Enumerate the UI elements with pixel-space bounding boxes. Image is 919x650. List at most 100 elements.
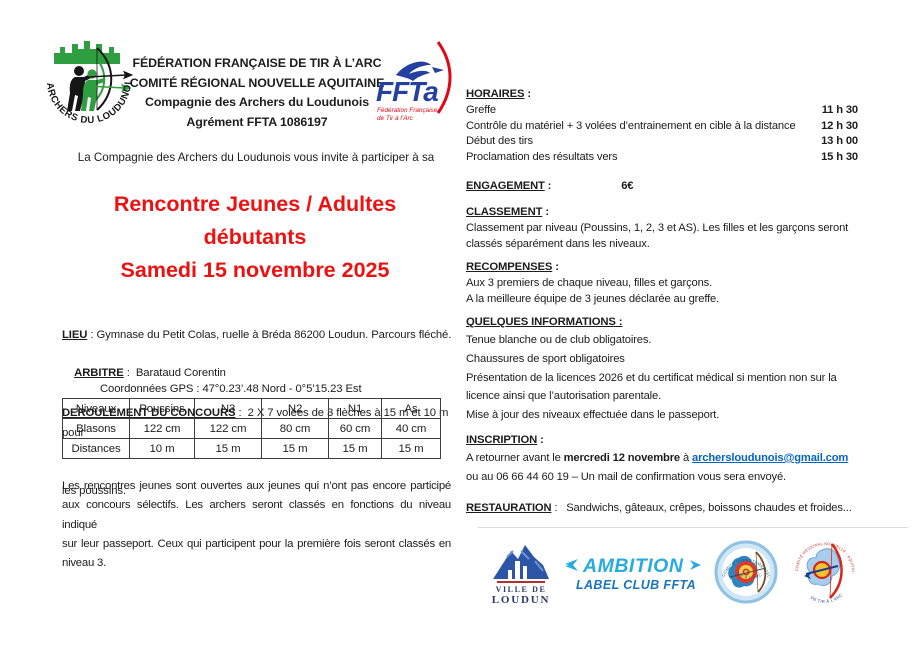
levels-table: Niveaux Poussins N3 N2 N1 As Blasons 122… (62, 398, 441, 459)
arrow-icon (87, 70, 134, 80)
cr-nouvelle-aquitaine-logo: COMITÉ RÉGIONAL NOUVELLE - AQUITAINE DE … (790, 528, 858, 617)
schedule-row: Contrôle du matériel + 3 volées d’entrai… (466, 119, 858, 135)
ambition-text: AMBITION (582, 555, 684, 577)
ville-de-loudun-logo-icon: VILLE DE LOUDUN (492, 545, 550, 606)
org-line: Compagnie des Archers du Loudunois (144, 95, 369, 109)
ffta-acronym: FFTa (376, 76, 438, 107)
table-cell: 15 m (381, 438, 441, 459)
club-logo: ARCHERS DU LOUDUNOIS (39, 23, 136, 138)
recompenses-label: RECOMPENSES (466, 261, 553, 273)
schedule-row: Début des tirs 13 h 00 (466, 134, 858, 150)
paragraph-line: aux concours sélectifs. Les archers sero… (62, 499, 451, 531)
infos-section: QUELQUES INFORMATIONS : Tenue blanche ou… (466, 316, 858, 425)
info-line: Mise à jour des niveaux effectuée dans l… (466, 409, 720, 422)
info-line: Présentation de la licences 2026 et du c… (466, 371, 837, 384)
table-row-niveaux: Niveaux Poussins N3 N2 N1 As (62, 398, 441, 419)
restauration-text: : Sandwichs, gâteaux, crêpes, boissons c… (551, 502, 852, 514)
table-cell: Distances (62, 438, 130, 459)
event-title-line3: Samedi 15 novembre 2025 (120, 258, 390, 282)
inscription-line2: ou au 06 66 44 60 19 – Un mail de confir… (466, 471, 787, 483)
table-cell: 122 cm (129, 418, 195, 439)
horaires-label: HORAIRES (466, 88, 525, 100)
ffta-caption-2: de Tir à l’Arc (377, 115, 414, 122)
colon: : (524, 88, 532, 100)
paragraph-line: sur leur passeport. Ceux qui participent… (62, 537, 451, 550)
restauration-label: RESTAURATION (466, 502, 552, 514)
svg-text:TIR À L’ARC: TIR À L’ARC (736, 570, 763, 580)
schedule-row: Proclamation des résultats vers 15 h 30 (466, 150, 858, 166)
black-archer-silhouette (67, 66, 91, 111)
paragraph-line: Les rencontres jeunes sont ouvertes aux … (62, 480, 451, 492)
divider-line (478, 527, 908, 528)
table-cell: Blasons (62, 418, 130, 439)
horaires-heading: HORAIRES : (466, 88, 858, 100)
bow-string (755, 551, 759, 593)
svg-text:DE TIR À L’ARC: DE TIR À L’ARC (810, 592, 844, 604)
rules-paragraph: Les rencontres jeunes sont ouvertes aux … (62, 477, 451, 573)
ambition-label-club-ffta-icon: AMBITION LABEL CLUB FFTA (565, 555, 701, 592)
inscription-mid-text: à (680, 452, 693, 464)
org-header: FÉDÉRATION FRANÇAISE DE TIR À L’ARC COMI… (126, 54, 388, 132)
gps-line: Coordonnées GPS : 47°0.23’.48 Nord - 0°5… (100, 383, 362, 395)
table-cell: Poussins (129, 398, 195, 419)
table-cell: Niveaux (62, 398, 130, 419)
info-line: Tenue blanche ou de club obligatoires. (466, 334, 652, 346)
table-cell: 60 cm (328, 418, 382, 439)
infos-label: QUELQUES INFORMATIONS : (466, 316, 623, 328)
event-title-line2: débutants (203, 225, 307, 249)
comite-departemental-vienne-icon: COMITÉ DÉPARTEMENTAL DE LA VIENNE TIR À … (710, 532, 778, 604)
recompenses-heading: RECOMPENSES : (466, 261, 858, 273)
schedule-label: Greffe (466, 104, 496, 116)
lieu-text: : Gymnase du Petit Colas, ruelle à Bréda… (87, 329, 452, 341)
arbitre-label: ARBITRE (74, 367, 124, 379)
schedule-label: Contrôle du matériel + 3 volées d’entrai… (466, 119, 796, 132)
recompenses-section: RECOMPENSES : Aux 3 premiers de chaque n… (466, 261, 858, 307)
red-bow-shape (829, 543, 843, 599)
classement-line: Classement par niveau (Poussins, 1, 2, 3… (466, 222, 849, 234)
table-cell: 15 m (261, 438, 329, 459)
org-line: FÉDÉRATION FRANÇAISE DE TIR À L’ARC (132, 56, 382, 70)
colon: : (542, 206, 549, 218)
bow-shape (96, 47, 113, 111)
inscription-line1: A retourner avant le mercredi 12 novembr… (466, 449, 858, 468)
table-cell: N3 (194, 398, 262, 419)
table-cell: N2 (261, 398, 329, 419)
lieu-line: LIEU : Gymnase du Petit Colas, ruelle à … (62, 326, 462, 344)
classement-heading: CLASSEMENT : (466, 206, 858, 218)
arrow-icon (729, 567, 767, 578)
red-underline (497, 581, 545, 583)
arrowhead-shape (690, 560, 701, 570)
arbitre-text: : Barataud Corentin (123, 367, 226, 379)
table-cell: 80 cm (261, 418, 329, 439)
recompenses-line: Aux 3 premiers de chaque niveau, filles … (466, 277, 713, 289)
inscription-heading: INSCRIPTION : (466, 434, 858, 446)
info-line: licence ainsi que l’autorisation parenta… (466, 390, 662, 403)
ffta-logo: FFTa Fédération Française de Tir à l’Arc (372, 37, 464, 136)
cd-vienne-logo: COMITÉ DÉPARTEMENTAL DE LA VIENNE TIR À … (710, 532, 780, 613)
mountain-castle-shape (493, 545, 549, 579)
arbitre-section: ARBITRE : Barataud Corentin (62, 346, 226, 400)
ville-de-loudun-logo: VILLE DE LOUDUN (487, 539, 561, 610)
org-line: COMITÉ RÉGIONAL NOUVELLE AQUITAINE (129, 75, 385, 90)
recompenses-line: A la meilleure équipe de 3 jeunes déclar… (466, 292, 720, 305)
table-cell: 10 m (129, 438, 195, 459)
archers-du-loudunois-logo-icon: ARCHERS DU LOUDUNOIS (39, 23, 134, 126)
event-title-line1: Rencontre Jeunes / Adultes (113, 192, 397, 216)
comite-regional-nouvelle-aquitaine-icon: COMITÉ RÉGIONAL NOUVELLE - AQUITAINE DE … (790, 528, 855, 604)
loudun-text: LOUDUN (492, 594, 550, 605)
ffta-caption-1: Fédération Française (377, 107, 438, 114)
classement-label: CLASSEMENT (466, 206, 543, 218)
lieu-label: LIEU (62, 329, 88, 341)
table-cell: 15 m (328, 438, 382, 459)
colon: : (537, 434, 544, 446)
castle-tower-shape (508, 570, 512, 579)
label-club-ffta-text: LABEL CLUB FFTA (576, 578, 696, 592)
schedule-row: Greffe 11 h 30 (466, 103, 858, 119)
classement-line: classés séparément dans les niveaux. (466, 237, 650, 250)
table-row-distances: Distances 10 m 15 m 15 m 15 m 15 m (62, 438, 441, 459)
table-cell: As (381, 398, 441, 419)
table-cell: 122 cm (194, 418, 262, 439)
cr-na-bottom-text: DE TIR À L’ARC (810, 592, 843, 604)
email-link[interactable]: archersloudunois@gmail.com (692, 452, 849, 464)
